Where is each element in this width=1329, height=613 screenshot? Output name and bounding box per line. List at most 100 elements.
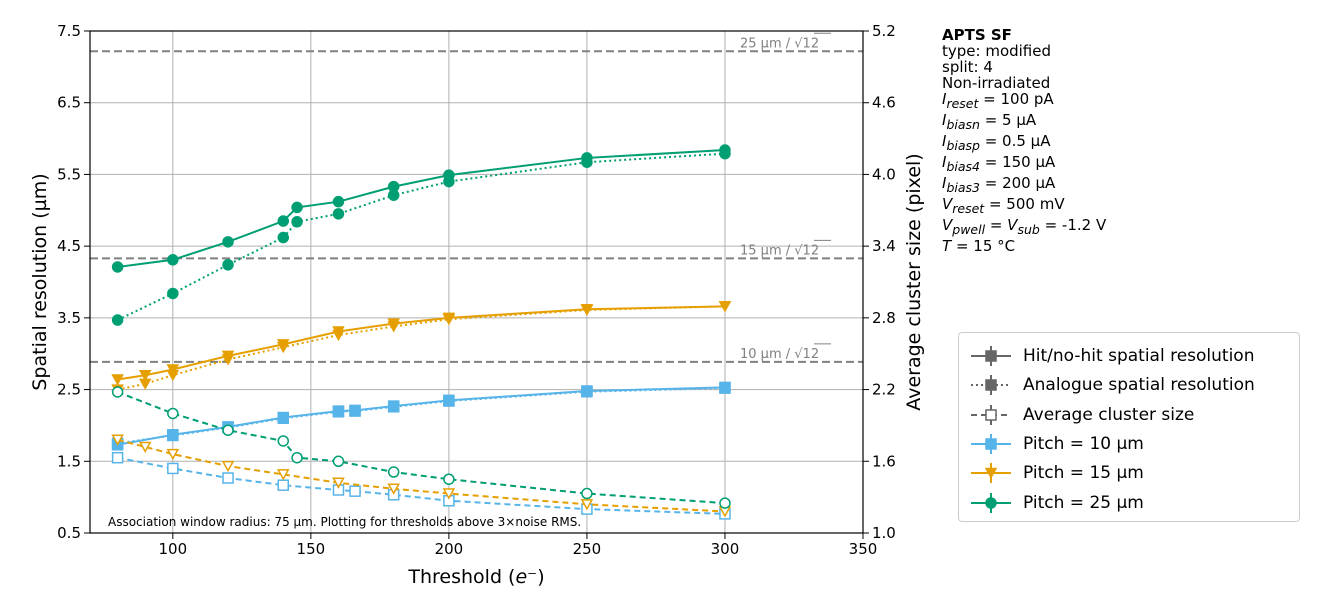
y2-tick-label: 1.0 — [872, 524, 896, 542]
data-point — [442, 488, 456, 500]
legend-swatch — [971, 492, 1011, 513]
x-tick-label: 350 — [849, 540, 878, 558]
x-tick-label: 250 — [573, 540, 602, 558]
series-15um-cluster-size — [111, 434, 732, 518]
axis-ticks: 100 150 200 250 300 350 0.5 1.5 2.5 3.5 4.5 5.5 6.5 7… — [57, 22, 896, 558]
legend-item: Hit/no-hit spatial resolution — [959, 341, 1299, 371]
data-point — [111, 314, 124, 326]
data-point — [387, 483, 400, 495]
data-point — [291, 201, 303, 214]
series-line — [117, 438, 726, 513]
data-point — [332, 455, 345, 468]
series-10um-hit-nohit — [111, 381, 731, 451]
series-10um-analogue — [111, 382, 731, 450]
legend-swatch — [971, 404, 1011, 425]
info-param: Ireset = 100 pA — [942, 90, 1054, 111]
y2-tick-label: 4.6 — [872, 94, 896, 112]
info-param: Vreset = 500 mV — [942, 195, 1065, 216]
info-vpwell: Vpwell = Vsub = -1.2 V — [942, 216, 1107, 237]
data-point — [581, 385, 593, 397]
data-point — [443, 169, 455, 181]
legend-swatch — [971, 375, 1011, 396]
legend-label: Pitch = 10 µm — [1023, 433, 1144, 454]
data-point — [332, 326, 345, 338]
y-tick-label: 5.5 — [57, 165, 81, 183]
data-point — [349, 404, 361, 417]
data-point — [349, 485, 361, 497]
plot-frame — [89, 30, 864, 534]
x-tick-label: 200 — [435, 540, 464, 558]
data-point — [719, 497, 731, 509]
y-tick-label: 3.5 — [57, 309, 81, 327]
data-point — [221, 350, 235, 362]
data-point — [443, 394, 455, 407]
data-point — [167, 429, 179, 441]
grid — [90, 30, 864, 534]
data-point — [332, 405, 345, 417]
legend-marker — [985, 438, 997, 450]
legend-swatch — [971, 346, 1011, 366]
legend-swatch — [971, 463, 1011, 484]
info-panel: APTS SF type: modified split: 4 Non-irra… — [942, 27, 1106, 254]
y2-tick-label: 2.2 — [872, 381, 896, 399]
info-split: split: 4 — [942, 58, 993, 76]
data-point — [138, 369, 152, 382]
data-point — [166, 364, 180, 376]
info-title: APTS SF — [942, 26, 1012, 44]
legend-marker — [985, 496, 997, 509]
x-axis-label: Threshold (e⁻) — [407, 566, 544, 588]
data-point — [387, 466, 400, 478]
series-25um-cluster-size — [111, 386, 731, 509]
data-point — [111, 451, 124, 464]
data-point — [167, 254, 179, 266]
data-point — [581, 487, 593, 500]
svg-text:10 µm / √12: 10 µm / √12 — [740, 347, 819, 362]
data-point — [719, 381, 731, 394]
info-param: Ibias4 = 150 µA — [942, 153, 1056, 174]
data-point — [111, 386, 124, 398]
data-point — [222, 259, 234, 271]
y2-tick-label: 5.2 — [872, 22, 896, 40]
legend-swatch — [971, 433, 1011, 454]
data-point — [167, 407, 179, 420]
y2-tick-label: 2.8 — [872, 309, 896, 327]
legend-marker — [985, 408, 997, 421]
data-point — [111, 261, 124, 273]
legend-item: Pitch = 10 µm — [959, 429, 1299, 459]
x-tick-label: 100 — [159, 540, 188, 558]
series-line — [117, 149, 726, 268]
y-tick-label: 0.5 — [57, 524, 81, 542]
data-point — [442, 312, 456, 324]
data-point — [581, 152, 593, 164]
legend-item: Pitch = 25 µm — [959, 488, 1299, 518]
data-point — [580, 304, 594, 316]
legend-marker — [985, 350, 997, 362]
legend-label: Pitch = 15 µm — [1023, 463, 1144, 484]
legend-label: Analogue spatial resolution — [1023, 375, 1255, 396]
data-point — [222, 424, 234, 436]
y-tick-label: 6.5 — [57, 94, 81, 112]
series-line — [117, 456, 725, 515]
data-point — [277, 411, 289, 424]
series-line — [117, 305, 725, 381]
series-line — [117, 305, 725, 391]
data-point — [332, 477, 345, 489]
info-param: Ibiasn = 5 µA — [942, 111, 1037, 132]
reference-line-label: 25 µm / √12 — [740, 32, 831, 51]
y-tick-label: 1.5 — [57, 452, 81, 470]
data-point — [332, 195, 345, 208]
series-line — [117, 386, 725, 446]
info-type: type: modified — [942, 42, 1052, 60]
legend-label: Average cluster size — [1023, 404, 1195, 425]
y2-axis-label: Average cluster size (pixel) — [903, 153, 925, 410]
plot-note: Association window radius: 75 µm. Plotti… — [108, 515, 582, 529]
info-param: Ibias3 = 200 µA — [942, 174, 1056, 195]
reference-lines: 25 µm / √12 15 µm / √12 10 µm / √12 — [90, 32, 863, 363]
series-line — [117, 387, 725, 445]
reference-line-label: 15 µm / √12 — [740, 239, 831, 258]
data-point — [111, 434, 124, 446]
series-line — [117, 391, 726, 505]
legend-item: Analogue spatial resolution — [959, 370, 1299, 400]
legend-marker — [985, 379, 997, 392]
